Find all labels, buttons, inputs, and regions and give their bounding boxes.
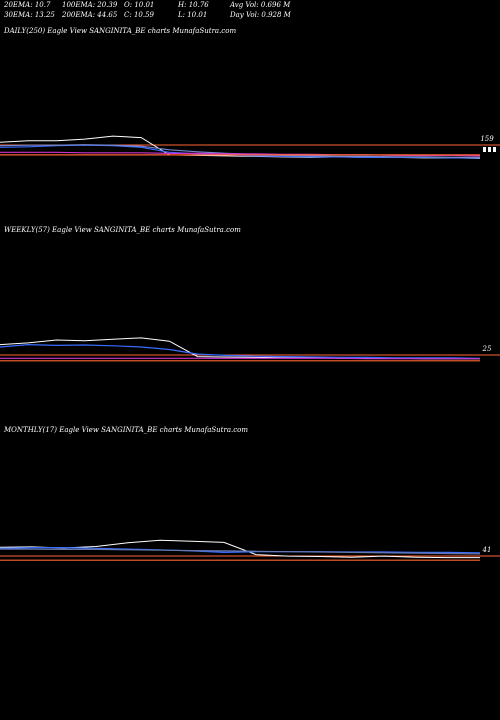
open-stat: O: 10.01: [124, 1, 155, 9]
stats-row-1: 20EMA: 10.7 100EMA: 20.39 O: 10.01 H: 10…: [4, 1, 310, 11]
daily-panel-title: DAILY(250) Eagle View SANGINITA_BE chart…: [4, 27, 237, 35]
stats-row-2: 30EMA: 13.25 200EMA: 44.65 C: 10.59 L: 1…: [4, 11, 310, 21]
close-stat: C: 10.59: [124, 10, 154, 19]
daily-marker: [488, 147, 491, 152]
daily-marker: [493, 147, 496, 152]
low-stat: L: 10.01: [178, 10, 208, 19]
monthly-series-line-1: [0, 546, 481, 554]
weekly-panel-title: WEEKLY(57) Eagle View SANGINITA_BE chart…: [4, 226, 241, 234]
high-stat: H: 10.76: [178, 1, 209, 9]
avg-vol-stat: Avg Vol: 0.696 M: [230, 1, 291, 9]
monthly-series-line-2: [0, 548, 481, 555]
weekly-price-label: 25: [482, 345, 492, 353]
monthly-chart: [0, 539, 500, 561]
daily-chart: [0, 135, 500, 159]
weekly-series-line-1: [0, 343, 481, 359]
ema30-stat: 30EMA: 13.25: [4, 10, 55, 19]
day-vol-stat: Day Vol: 0.928 M: [230, 10, 291, 19]
monthly-price-label: 41: [482, 546, 492, 554]
monthly-panel-title: MONTHLY(17) Eagle View SANGINITA_BE char…: [4, 426, 248, 434]
daily-marker: [483, 147, 486, 152]
ema100-stat: 100EMA: 20.39: [62, 1, 118, 9]
daily-price-label: 159: [480, 135, 494, 143]
stats-header: 20EMA: 10.7 100EMA: 20.39 O: 10.01 H: 10…: [4, 1, 310, 20]
ema200-stat: 200EMA: 44.65: [62, 10, 118, 19]
ema20-stat: 20EMA: 10.7: [4, 1, 51, 9]
monthly-series-line-0: [0, 539, 480, 559]
weekly-chart: [0, 337, 500, 362]
